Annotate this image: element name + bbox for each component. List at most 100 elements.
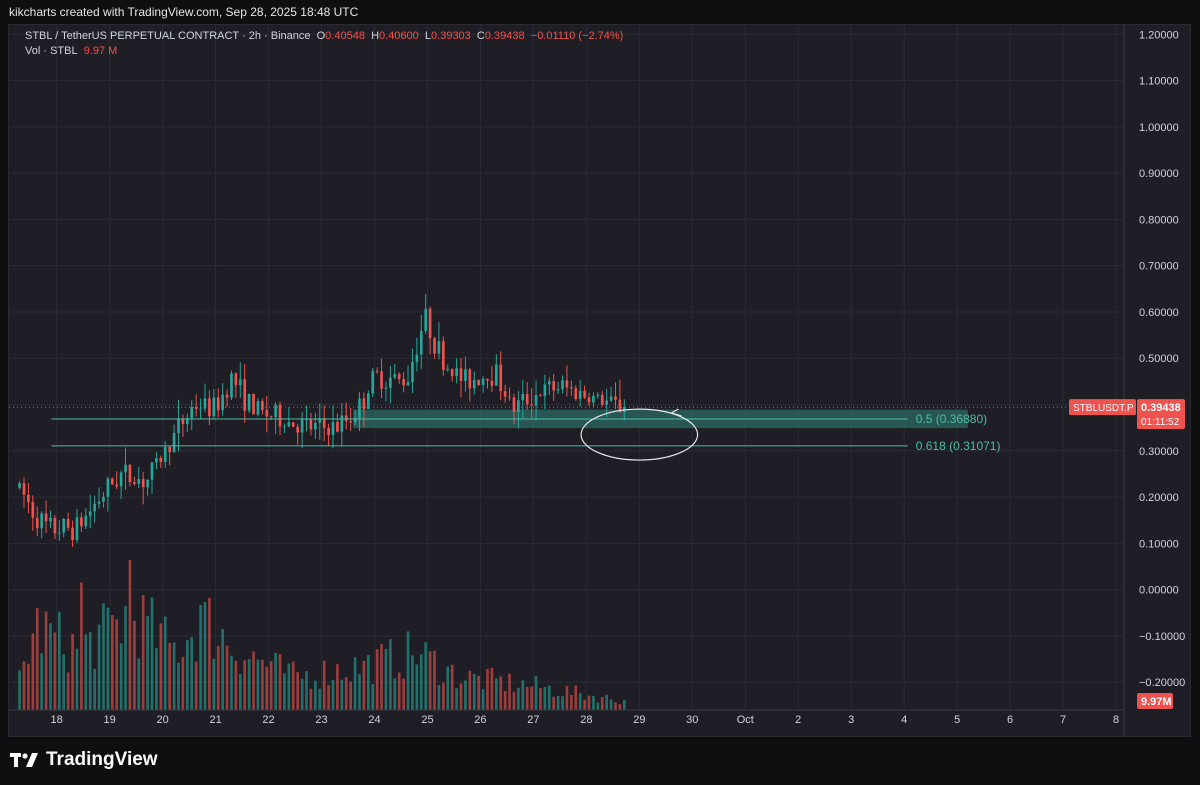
y-tick-label: 0.60000 <box>1139 307 1179 319</box>
volume-bar <box>238 674 242 710</box>
brand-name: TradingView <box>46 749 158 770</box>
volume-bar <box>327 685 330 710</box>
y-tick-label: 0.70000 <box>1139 261 1179 273</box>
volume-bar <box>296 672 300 710</box>
volume-bar <box>146 615 149 710</box>
candle-body <box>503 391 507 397</box>
volume-bar <box>508 673 511 710</box>
volume-bar <box>261 659 264 710</box>
candle-body <box>141 479 145 488</box>
candle-body <box>459 368 463 381</box>
candle-body <box>261 401 264 410</box>
candle-body <box>442 341 445 370</box>
candle-body <box>534 395 538 406</box>
x-tick-label: 3 <box>848 714 854 726</box>
volume-bar <box>561 696 564 710</box>
volume-bar <box>472 673 476 710</box>
volume-bar <box>190 637 194 710</box>
volume-bar <box>186 640 189 710</box>
volume-bar <box>455 688 458 710</box>
candle-body <box>583 390 586 398</box>
candle-body <box>110 478 114 485</box>
grid <box>9 25 1124 710</box>
change-value: −0.01110 (−2.74%) <box>530 30 624 42</box>
candle-body <box>371 370 375 394</box>
volume-bar <box>194 661 198 710</box>
candle-body <box>181 418 185 425</box>
volume-bar <box>539 688 542 710</box>
candle-body <box>247 393 251 411</box>
volume-bar <box>534 676 538 710</box>
volume-label: Vol · STBL <box>25 45 78 57</box>
candle-body <box>53 517 57 534</box>
candle-body <box>428 308 432 339</box>
volume-bar <box>380 644 383 710</box>
symbol-title: STBL / TetherUS PERPETUAL CONTRACT · 2h … <box>25 30 311 42</box>
candle-body <box>243 379 247 411</box>
candle-body <box>194 406 198 409</box>
candle-body <box>199 408 202 410</box>
price-chart[interactable]: 0.5 (0.36880) 0.618 (0.31071) 1.20000 1.10… <box>9 25 1190 736</box>
volume-bars <box>18 560 626 710</box>
volume-bar <box>75 648 79 710</box>
volume-bar <box>459 683 463 710</box>
candle-body <box>508 396 511 398</box>
candle-body <box>472 380 476 389</box>
candle-body <box>486 378 489 381</box>
candle-body <box>375 370 379 372</box>
volume-bar <box>88 632 92 710</box>
tradingview-logo[interactable]: TradingView <box>10 749 158 771</box>
candle-body <box>150 462 154 480</box>
volume-bar <box>375 649 379 710</box>
symbol-legend: STBL / TetherUS PERPETUAL CONTRACT · 2h … <box>25 30 623 42</box>
volume-bar <box>230 655 233 710</box>
candle-body <box>539 395 542 397</box>
open-value: 0.40548 <box>325 30 365 42</box>
candle-body <box>336 421 339 432</box>
candle-body <box>561 380 564 390</box>
volume-bar <box>159 623 163 710</box>
candle-body <box>31 502 35 518</box>
volume-bar <box>49 623 52 710</box>
volume-bar <box>600 696 604 710</box>
x-tick-label: 2 <box>795 714 801 726</box>
candle-body <box>521 393 525 401</box>
candle-body <box>340 415 344 432</box>
volume-bar <box>411 655 414 710</box>
volume-bar <box>570 694 573 710</box>
volume-bar <box>547 685 551 710</box>
y-tick-label: 1.20000 <box>1139 29 1179 41</box>
volume-bar <box>503 690 507 710</box>
candle-body <box>269 416 273 418</box>
candle-body <box>494 364 498 386</box>
y-tick-label: 0.30000 <box>1139 446 1179 458</box>
volume-bar <box>110 615 114 710</box>
candle-body <box>618 399 622 413</box>
x-tick-label: 8 <box>1113 714 1119 726</box>
candle-body <box>592 396 595 403</box>
fib-level-label: 0.5 (0.36880) <box>916 412 987 426</box>
candle-body <box>27 494 30 503</box>
volume-bar <box>128 560 132 710</box>
candle-body <box>115 484 119 487</box>
chart-pane[interactable]: 0.5 (0.36880) 0.618 (0.31071) 1.20000 1.10… <box>8 24 1191 737</box>
candle-body <box>62 519 66 533</box>
candle-body <box>296 426 300 433</box>
candle-body <box>318 418 322 423</box>
volume-bar <box>163 616 167 710</box>
candle-body <box>512 397 516 412</box>
volume-bar <box>269 661 273 710</box>
volume-bar <box>433 650 436 710</box>
y-tick-label: 0.00000 <box>1139 585 1179 597</box>
volume-bar <box>530 686 533 710</box>
x-tick-label: 23 <box>315 714 327 726</box>
x-tick-label: 24 <box>368 714 380 726</box>
volume-bar <box>406 631 410 710</box>
candle-body <box>552 381 556 391</box>
candle-body <box>556 389 560 391</box>
volume-bar <box>300 678 304 710</box>
volume-bar <box>393 678 397 710</box>
volume-bar <box>384 648 388 710</box>
volume-bar <box>172 642 176 710</box>
candle-body <box>609 396 613 401</box>
